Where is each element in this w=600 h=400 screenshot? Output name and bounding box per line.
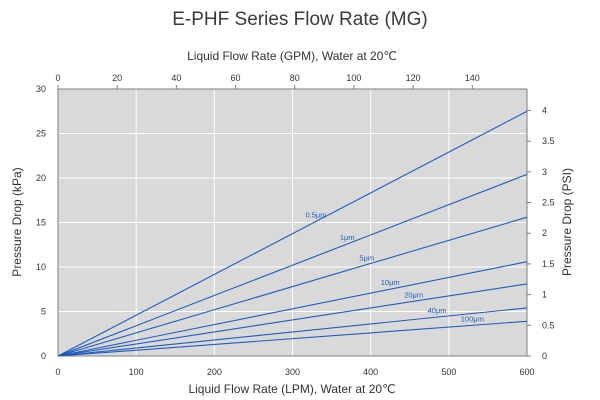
y2-tick-label: 0.5 bbox=[542, 320, 555, 330]
x2-tick-label: 20 bbox=[112, 73, 122, 83]
x2-tick-label: 0 bbox=[55, 73, 60, 83]
series-label: 1μm bbox=[340, 233, 355, 242]
x-tick-label: 500 bbox=[441, 367, 456, 377]
series-line bbox=[57, 173, 528, 357]
series-line bbox=[57, 283, 528, 357]
series-label: 10μm bbox=[381, 278, 400, 287]
x-tick-label: 0 bbox=[55, 367, 60, 377]
x2-tick-label: 80 bbox=[290, 73, 300, 83]
y-tick-label: 5 bbox=[41, 307, 46, 317]
y2-tick-label: 3 bbox=[542, 167, 547, 177]
y-tick-label: 25 bbox=[36, 129, 46, 139]
y2-tick-label: 3.5 bbox=[542, 136, 555, 146]
series-labels: 0.5μm 1μm 5μm 10μm 20μm 40μm 100μm bbox=[305, 210, 483, 323]
series-label: 40μm bbox=[428, 306, 447, 315]
x-tick-label: 300 bbox=[285, 367, 300, 377]
y-tick-label: 20 bbox=[36, 173, 46, 183]
x2-tick-label: 120 bbox=[406, 73, 421, 83]
series-label: 5μm bbox=[359, 254, 374, 263]
x-tick-label: 600 bbox=[519, 367, 534, 377]
x2-tick-label: 140 bbox=[465, 73, 480, 83]
right-axis-title: Pressure Drop (PSI) bbox=[560, 168, 574, 276]
series-line bbox=[57, 110, 528, 357]
x2-tick-label: 60 bbox=[231, 73, 241, 83]
series-line bbox=[57, 307, 528, 357]
x-tick-label: 400 bbox=[363, 367, 378, 377]
x2-tick-label: 40 bbox=[171, 73, 181, 83]
series-line bbox=[57, 261, 528, 357]
y2-tick-label: 2 bbox=[542, 228, 547, 238]
chart-title: E-PHF Series Flow Rate (MG) bbox=[172, 9, 427, 30]
x-tick-label: 100 bbox=[129, 367, 144, 377]
series-line bbox=[57, 216, 528, 357]
x2-tick-label: 100 bbox=[346, 73, 361, 83]
y2-tick-label: 2.5 bbox=[542, 198, 555, 208]
series-label: 100μm bbox=[461, 314, 484, 323]
series-line bbox=[57, 320, 528, 357]
y-tick-label: 30 bbox=[36, 84, 46, 94]
y2-tick-label: 0 bbox=[542, 351, 547, 361]
series-label: 0.5μm bbox=[305, 210, 326, 219]
y2-tick-label: 1.5 bbox=[542, 259, 555, 269]
y2-tick-label: 4 bbox=[542, 105, 547, 115]
x-tick-label: 200 bbox=[207, 367, 222, 377]
y-tick-label: 10 bbox=[36, 262, 46, 272]
left-axis-title: Pressure Drop (kPa) bbox=[10, 167, 24, 276]
top-axis-title: Liquid Flow Rate (GPM), Water at 20℃ bbox=[187, 49, 397, 63]
bottom-axis-title: Liquid Flow Rate (LPM), Water at 20℃ bbox=[188, 382, 395, 396]
grid-lines bbox=[58, 89, 527, 356]
y-tick-label: 0 bbox=[41, 351, 46, 361]
series-label: 20μm bbox=[404, 290, 423, 299]
y-tick-label: 15 bbox=[36, 218, 46, 228]
axes bbox=[57, 85, 531, 357]
y2-tick-label: 1 bbox=[542, 290, 547, 300]
series-lines bbox=[57, 110, 528, 357]
